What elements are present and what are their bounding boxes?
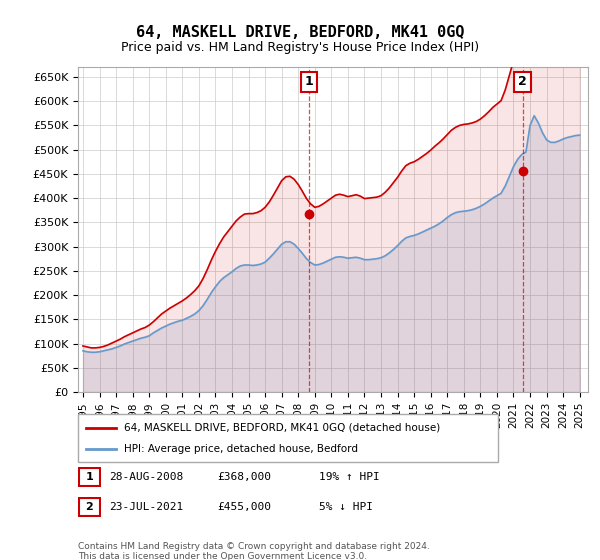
FancyBboxPatch shape: [79, 468, 100, 486]
Text: Price paid vs. HM Land Registry's House Price Index (HPI): Price paid vs. HM Land Registry's House …: [121, 41, 479, 54]
FancyBboxPatch shape: [79, 498, 100, 516]
Text: 23-JUL-2021: 23-JUL-2021: [109, 502, 184, 512]
Text: 1: 1: [86, 472, 93, 482]
Text: 64, MASKELL DRIVE, BEDFORD, MK41 0GQ: 64, MASKELL DRIVE, BEDFORD, MK41 0GQ: [136, 25, 464, 40]
Text: Contains HM Land Registry data © Crown copyright and database right 2024.
This d: Contains HM Land Registry data © Crown c…: [78, 542, 430, 560]
Text: HPI: Average price, detached house, Bedford: HPI: Average price, detached house, Bedf…: [124, 444, 358, 454]
Text: 2: 2: [86, 502, 93, 512]
Text: £368,000: £368,000: [217, 472, 271, 482]
Text: 64, MASKELL DRIVE, BEDFORD, MK41 0GQ (detached house): 64, MASKELL DRIVE, BEDFORD, MK41 0GQ (de…: [124, 423, 440, 433]
Text: 5% ↓ HPI: 5% ↓ HPI: [319, 502, 373, 512]
Text: 1: 1: [305, 75, 313, 88]
Text: 2: 2: [518, 75, 527, 88]
Text: 28-AUG-2008: 28-AUG-2008: [109, 472, 184, 482]
Text: £455,000: £455,000: [217, 502, 271, 512]
FancyBboxPatch shape: [78, 414, 498, 462]
Text: 19% ↑ HPI: 19% ↑ HPI: [319, 472, 380, 482]
